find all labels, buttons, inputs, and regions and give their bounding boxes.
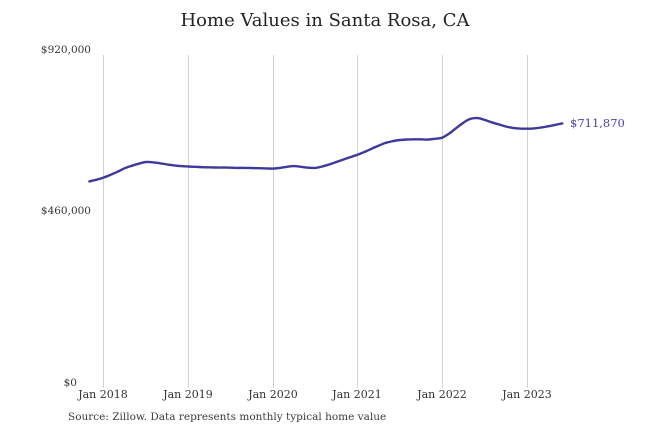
source-note: Source: Zillow. Data represents monthly … — [68, 411, 387, 423]
end-value-label: $711,870 — [570, 116, 625, 130]
x-tick-jan-2023: Jan 2023 — [502, 388, 552, 401]
x-tick-jan-2018: Jan 2018 — [78, 388, 128, 401]
gridline-jan-2022 — [442, 55, 443, 388]
y-tick-920000: $920,000 — [40, 44, 91, 56]
y-tick-0: $0 — [63, 377, 77, 389]
x-tick-jan-2021: Jan 2021 — [332, 388, 382, 401]
gridline-jan-2018 — [103, 55, 104, 388]
y-tick-460000: $460,000 — [40, 205, 91, 217]
gridline-jan-2021 — [357, 55, 358, 388]
x-tick-jan-2019: Jan 2019 — [163, 388, 213, 401]
x-tick-jan-2020: Jan 2020 — [248, 388, 298, 401]
home-value-line — [88, 116, 564, 183]
gridline-jan-2020 — [273, 55, 274, 388]
gridline-jan-2023 — [527, 55, 528, 388]
chart-title: Home Values in Santa Rosa, CA — [180, 10, 470, 31]
gridline-jan-2019 — [188, 55, 189, 388]
x-tick-jan-2022: Jan 2022 — [417, 388, 467, 401]
